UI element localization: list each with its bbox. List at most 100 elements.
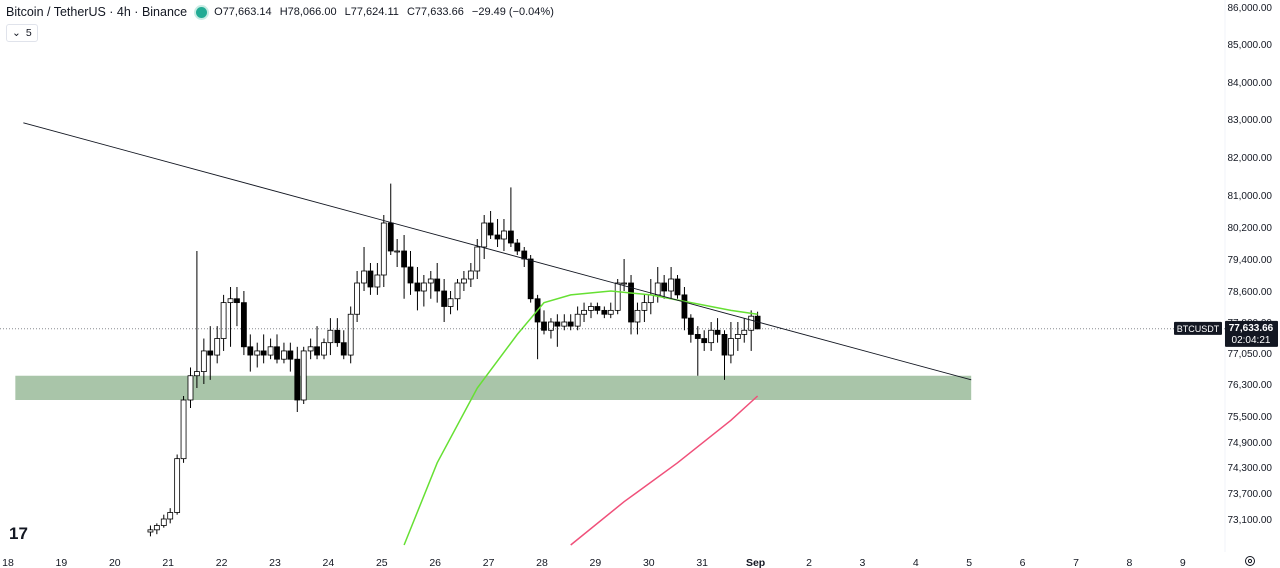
candle [687, 314, 694, 343]
candle [340, 330, 347, 360]
date-axis-label: 18 [2, 557, 14, 568]
candle [507, 187, 514, 247]
open-label: O [214, 6, 223, 18]
candle-body [414, 282, 421, 292]
candles [147, 183, 761, 537]
candle [227, 287, 234, 347]
candle [267, 338, 274, 360]
low-label: L [344, 6, 351, 18]
symbol-tag [1174, 321, 1222, 335]
candle [247, 334, 254, 372]
price-axis-label: 85,000.00 [1228, 40, 1273, 51]
candle [327, 318, 334, 356]
candle-body [307, 346, 314, 352]
indicator-count: 5 [25, 27, 32, 39]
date-axis-label: 27 [483, 557, 495, 568]
price-axis-label: 78,600.00 [1228, 287, 1273, 298]
candle-body [234, 298, 240, 304]
close-value: 77,633.66 [414, 6, 464, 18]
candle [614, 279, 621, 315]
candle-body [427, 278, 434, 284]
date-axis-label: 24 [323, 557, 335, 568]
candle-body [541, 321, 547, 331]
candle-body [327, 329, 334, 344]
candle [647, 279, 654, 315]
candle-body [287, 350, 294, 360]
date-axis[interactable]: 18 19 20 21 22 23 24 25 26 27 28 29 30 31 Sep 2 3 4 5 6 7 8 9 [2, 557, 1186, 568]
tradingview-logo[interactable]: 17 [9, 524, 28, 543]
candle-body [420, 282, 427, 292]
candle [380, 215, 387, 287]
candle-body [187, 375, 194, 401]
candle [674, 275, 681, 299]
candle [494, 219, 501, 247]
indicators-toggle-button[interactable]: ⌄ 5 [6, 24, 38, 42]
candle [193, 251, 200, 388]
candle [174, 454, 181, 515]
candle-body [494, 234, 501, 240]
price-axis[interactable]: 86,000.00 85,000.00 84,000.00 83,000.00 82,0… [1228, 3, 1273, 526]
candle-body [180, 399, 187, 460]
candle [454, 279, 461, 311]
candle [661, 275, 668, 299]
candle-body [314, 346, 320, 356]
candle-body [367, 270, 374, 288]
low-value: 77,624.11 [350, 6, 399, 18]
candle-body [621, 282, 627, 285]
candle [501, 219, 507, 251]
candle [374, 263, 381, 295]
high-value: 78,066.00 [287, 6, 337, 18]
candle-body [594, 306, 601, 311]
candle [481, 215, 488, 259]
ohlc-values: O77,663.14 H78,066.00 L77,624.11 C77,633… [214, 6, 554, 18]
price-axis-label: 81,000.00 [1228, 191, 1273, 202]
candle-body [394, 250, 401, 253]
candle [367, 263, 374, 295]
price-axis-label: 79,400.00 [1228, 255, 1273, 266]
candle [294, 346, 301, 412]
candle-body [227, 298, 234, 304]
candle [748, 310, 755, 351]
candle [588, 302, 594, 319]
date-axis-label: 31 [696, 557, 708, 568]
open-value: 77,663.14 [222, 6, 272, 18]
price-tag-countdown: 02:04:21 [1232, 335, 1271, 346]
candle [594, 302, 601, 315]
candle-body [741, 329, 748, 335]
trendline[interactable] [23, 122, 972, 381]
candle-body [567, 321, 574, 327]
settings-icon[interactable] [1244, 555, 1256, 567]
symbol-title[interactable]: Bitcoin / TetherUS · 4h · Binance [6, 5, 188, 19]
candle [180, 396, 187, 463]
candle-body [387, 222, 394, 252]
price-axis-label: 75,500.00 [1228, 412, 1273, 423]
price-axis-label: 76,300.00 [1228, 380, 1273, 391]
candle-body [507, 230, 514, 244]
candle-body [193, 371, 200, 377]
candle [260, 334, 267, 364]
date-axis-label: 9 [1180, 557, 1186, 568]
candle [214, 326, 221, 364]
date-axis-label: 29 [590, 557, 602, 568]
candle-body [374, 274, 381, 288]
date-axis-label: 3 [859, 557, 865, 568]
candle [701, 330, 708, 351]
price-axis-label: 84,000.00 [1228, 78, 1273, 89]
candle-body [347, 313, 354, 356]
date-axis-label: 4 [913, 557, 919, 568]
candle [414, 267, 421, 311]
candle-body [561, 321, 568, 327]
candle-body [281, 350, 287, 360]
candle-body [240, 302, 247, 348]
candle [147, 525, 154, 537]
candle [447, 291, 454, 315]
candle-body [481, 222, 488, 248]
candle-body [267, 346, 274, 356]
candle-body [668, 278, 674, 292]
candle-body [661, 282, 668, 292]
candle-body [588, 306, 594, 311]
price-axis-label: 77,050.00 [1228, 349, 1273, 360]
candle-body [748, 315, 755, 331]
candle [487, 211, 494, 239]
